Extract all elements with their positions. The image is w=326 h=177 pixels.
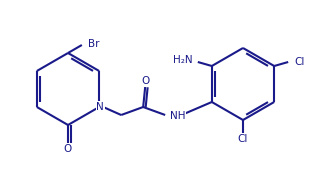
Text: O: O bbox=[141, 76, 149, 86]
Text: NH: NH bbox=[170, 111, 186, 121]
Text: Cl: Cl bbox=[238, 134, 248, 144]
Text: H₂N: H₂N bbox=[173, 55, 193, 65]
Text: O: O bbox=[64, 144, 72, 154]
Text: N: N bbox=[96, 102, 104, 112]
Text: Br: Br bbox=[88, 39, 99, 49]
Text: Cl: Cl bbox=[294, 57, 304, 67]
